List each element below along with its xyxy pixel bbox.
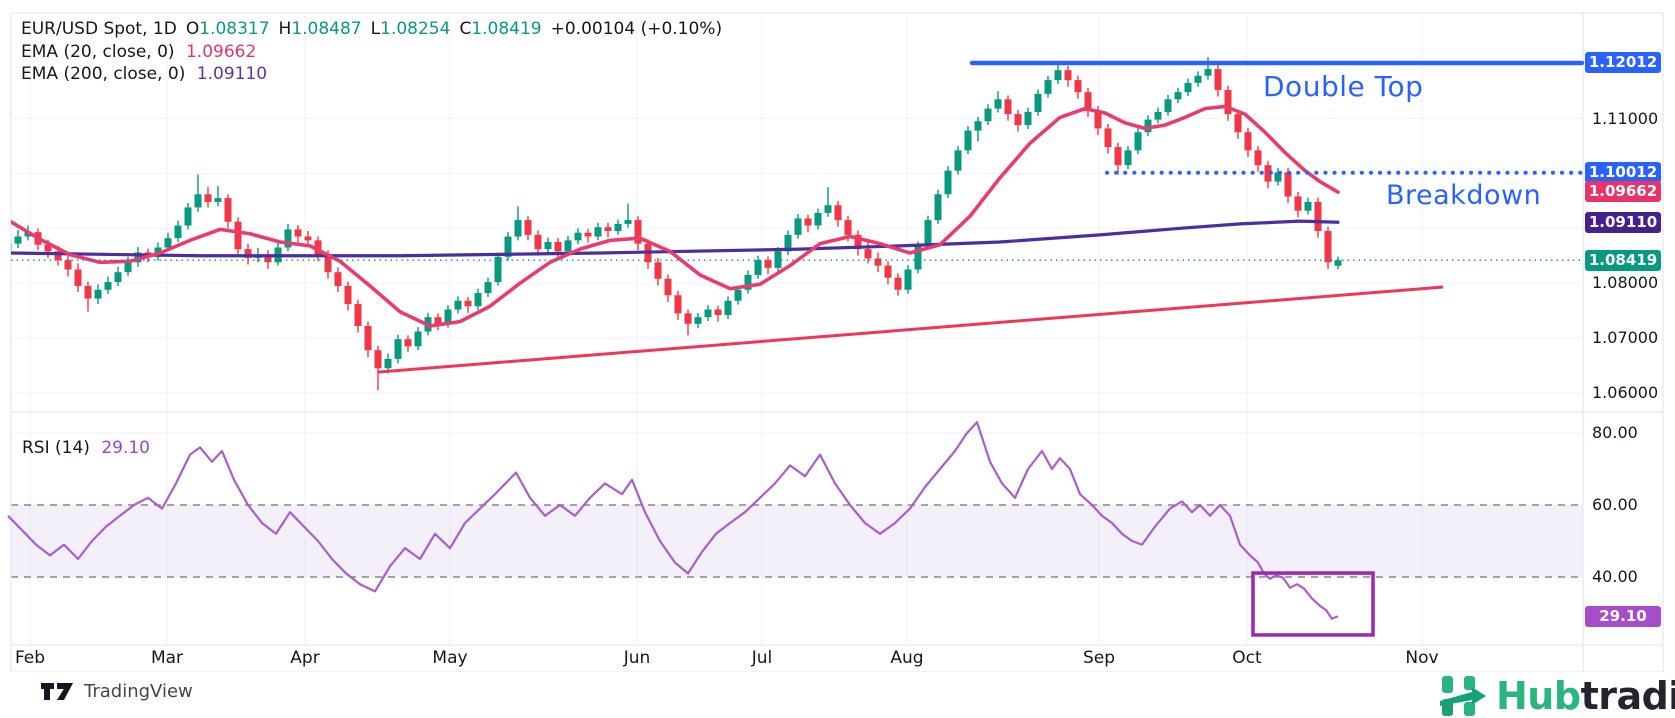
hubtrading-logo[interactable]: Hubtrading (1438, 674, 1675, 718)
ema200-line (11, 219, 1340, 258)
hubtrading-text: Hubtrading (1496, 674, 1675, 718)
footer: TradingView Hubtrading (0, 672, 1675, 718)
tradingview-text: TradingView (84, 681, 193, 702)
candles-layer (11, 57, 1342, 391)
trendline (377, 285, 1444, 374)
hubtrading-icon (1440, 676, 1486, 716)
tradingview-logo-icon (41, 683, 73, 700)
rsi-highlight-box (1251, 571, 1375, 637)
ema20-line (11, 104, 1340, 328)
rsi-line (7, 421, 1339, 620)
tradingview-attribution[interactable]: TradingView (40, 681, 193, 702)
